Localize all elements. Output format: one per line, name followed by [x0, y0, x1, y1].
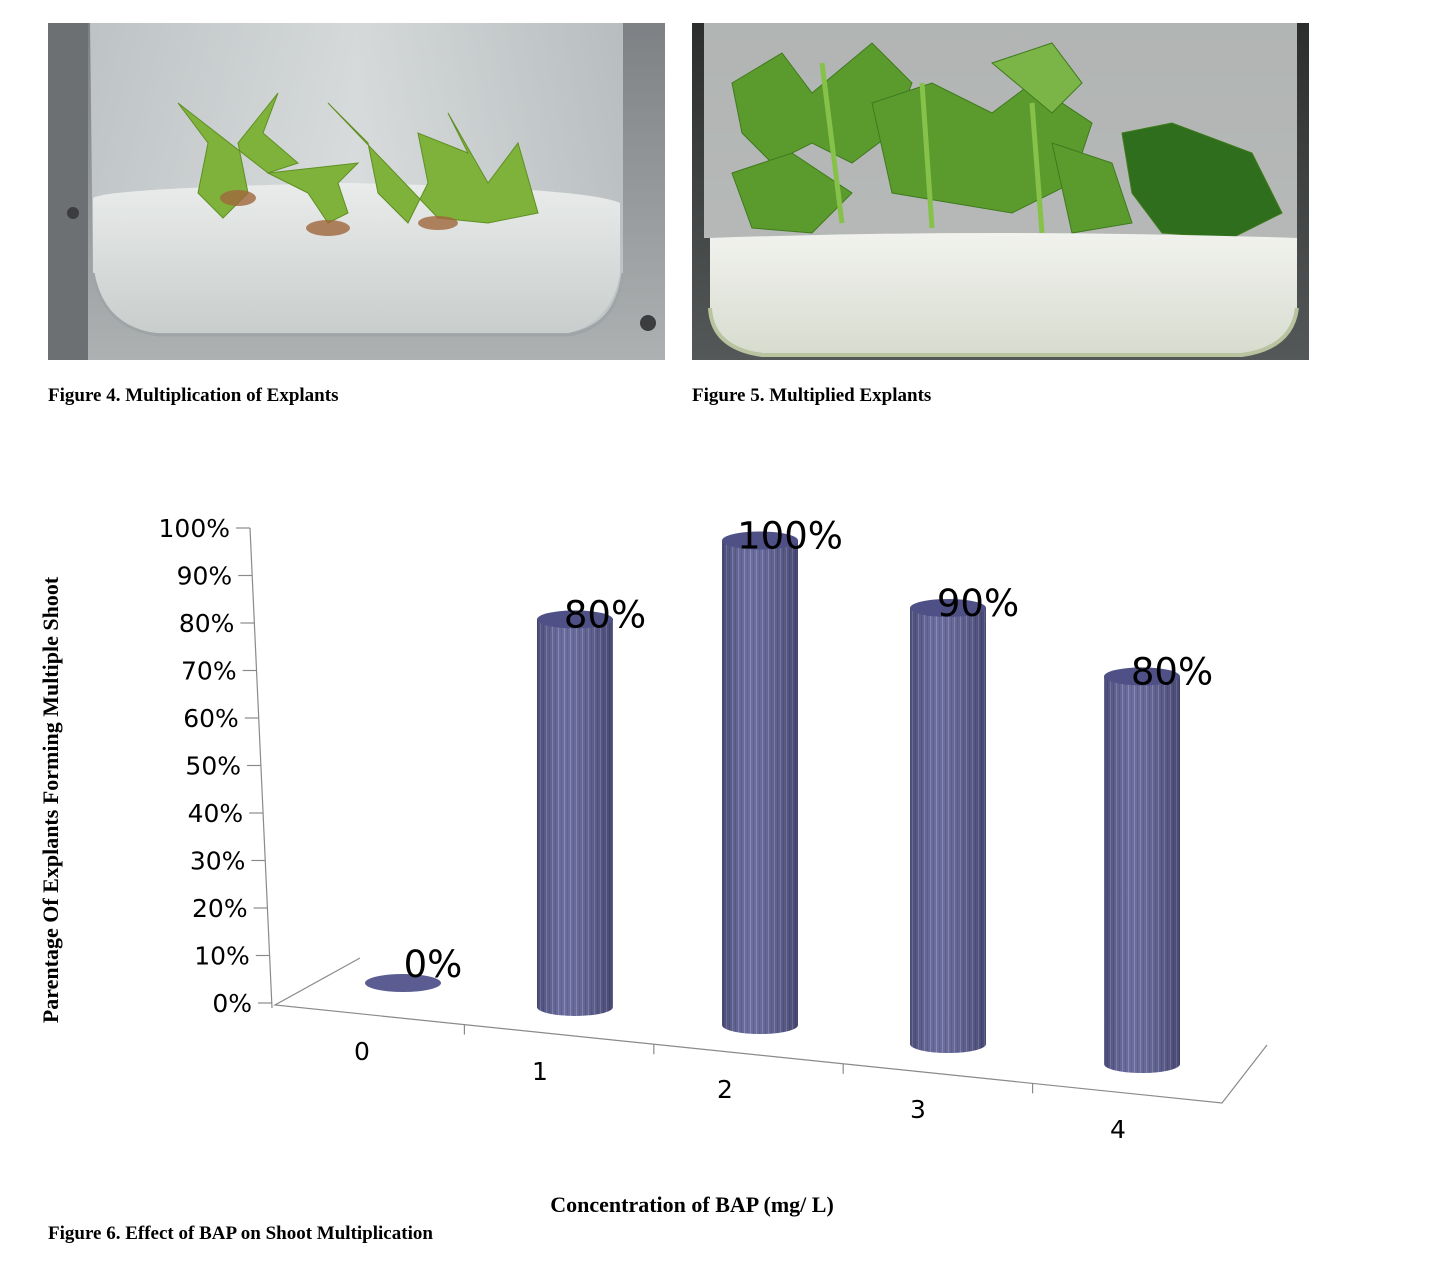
figure-4-caption: Figure 4. Multiplication of Explants [48, 385, 339, 406]
figure-5-caption: Figure 5. Multiplied Explants [692, 385, 932, 406]
bar-4 [1104, 667, 1180, 1073]
bar-0 [365, 974, 441, 992]
y-tick-label: 100% [159, 514, 230, 543]
bar-top [722, 531, 798, 550]
x-axis-label: Concentration of BAP (mg/ L) [550, 1192, 834, 1217]
y-tick-label: 0% [212, 989, 252, 1018]
y-axis-line [249, 527, 273, 1009]
bar-shading [1104, 676, 1180, 1073]
x-tick-label: 2 [717, 1075, 733, 1104]
y-tick-label: 40% [188, 799, 244, 828]
bar-top [537, 610, 613, 629]
bar-top [1104, 667, 1180, 686]
figure-4-photo [48, 23, 665, 360]
data-label: 80% [1131, 650, 1213, 693]
bar-3 [910, 598, 986, 1053]
y-tick-label: 30% [190, 847, 246, 876]
bap-chart-svg: 0%10%20%30%40%50%60%70%80%90%100% 012340… [38, 514, 1268, 1217]
x-tick-label: 1 [532, 1057, 548, 1086]
y-tick-label: 80% [179, 609, 235, 638]
data-label: 80% [564, 593, 646, 636]
x-tick-label: 4 [1110, 1115, 1126, 1144]
figure-5-photo [692, 23, 1309, 360]
y-tick-label: 90% [177, 562, 233, 591]
y-tick-label: 60% [183, 704, 239, 733]
data-label: 100% [737, 515, 843, 558]
bar-2 [722, 531, 798, 1034]
figure-6-caption: Figure 6. Effect of BAP on Shoot Multipl… [48, 1223, 433, 1244]
data-label: 90% [937, 582, 1019, 625]
bar-shading [537, 619, 613, 1016]
bar-1 [537, 610, 613, 1016]
x-tick-label: 3 [910, 1095, 926, 1124]
y-axis-label: Parentage Of Explants Forming Multiple S… [38, 576, 63, 1023]
bar-top [365, 974, 441, 992]
chart-floor [273, 957, 1268, 1104]
bar-top [910, 598, 986, 617]
data-label: 0% [404, 943, 463, 986]
y-tick-label: 20% [192, 894, 248, 923]
bar-shading [722, 540, 798, 1034]
y-tick-label: 70% [181, 657, 237, 686]
y-tick-label: 50% [185, 752, 241, 781]
bar-shading [910, 607, 986, 1053]
y-tick-label: 10% [194, 942, 250, 971]
x-tick-label: 0 [354, 1037, 370, 1066]
